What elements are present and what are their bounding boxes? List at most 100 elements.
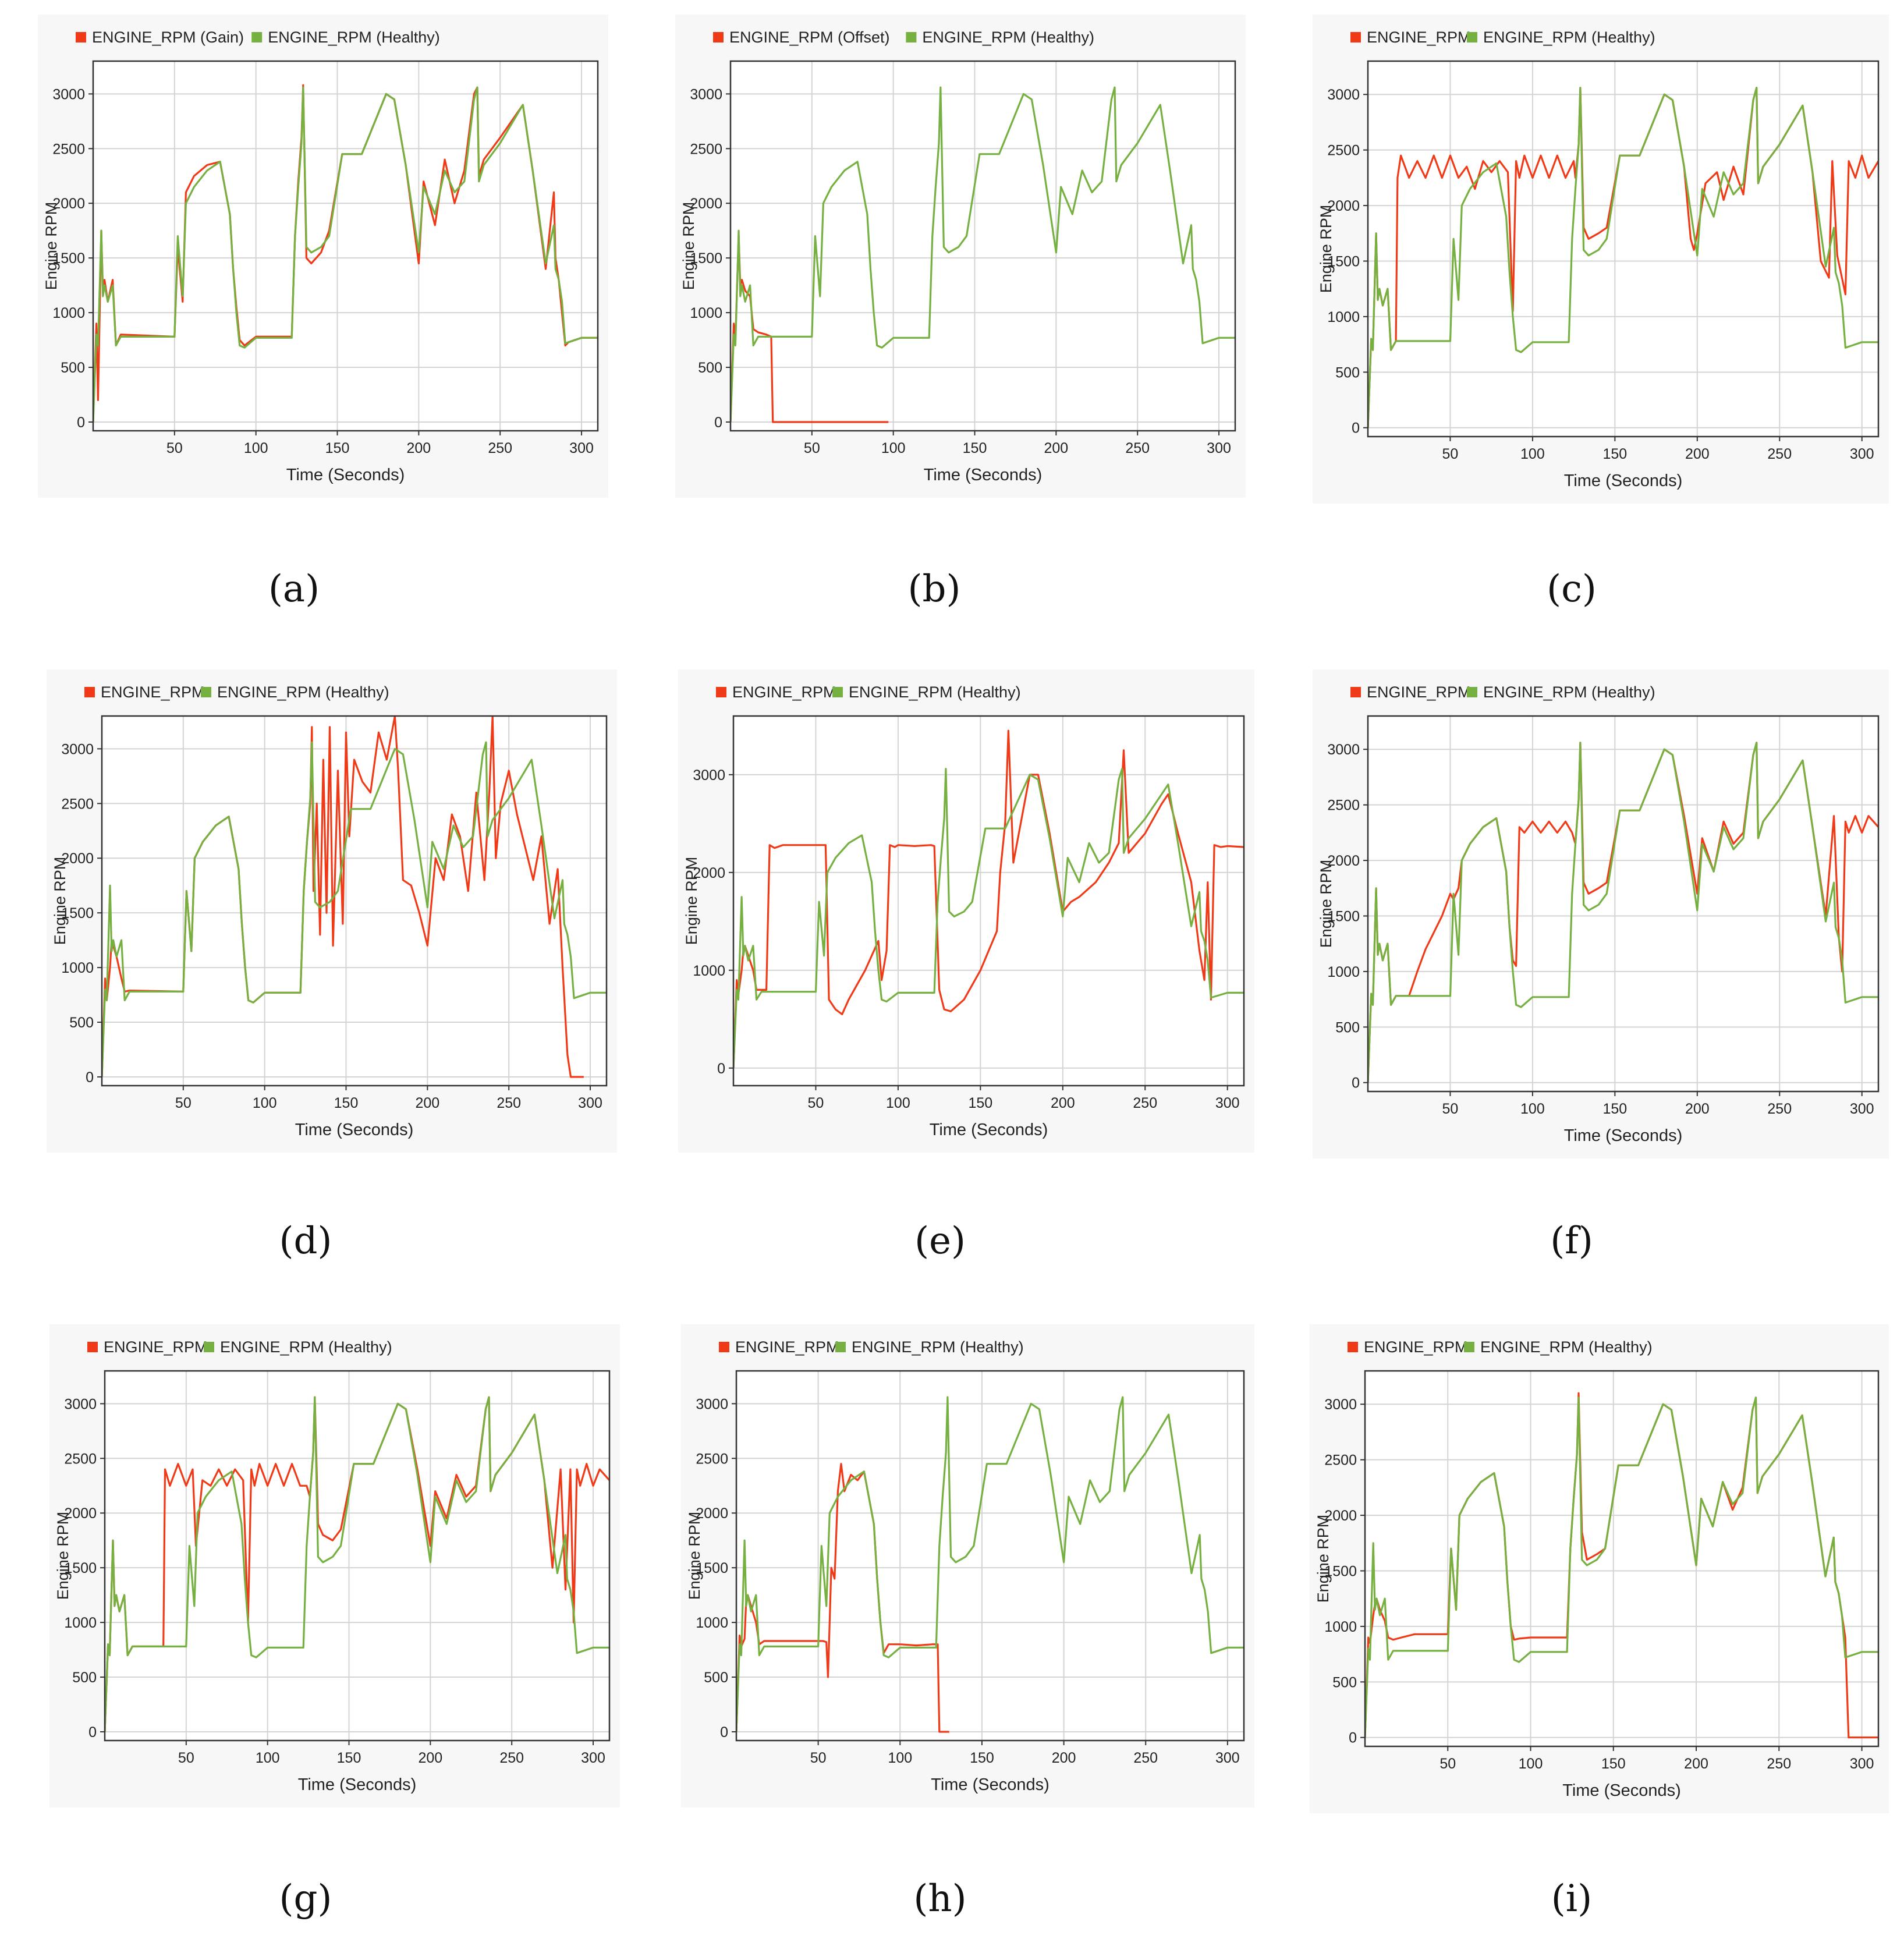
y-tick-label: 2500 — [1327, 143, 1360, 159]
y-tick-label: 1000 — [64, 1615, 97, 1631]
x-tick-label: 200 — [1685, 1101, 1710, 1117]
chart-svg: 50 100 150 200 250 30005001000150020002500300… — [1313, 15, 1889, 504]
panel-caption: (c) — [1547, 568, 1597, 611]
chart-svg: 50 100 150 200 250 30005001000150020002500300… — [681, 1324, 1254, 1807]
x-tick-label: 50 — [810, 1750, 827, 1766]
x-tick-label: 250 — [1767, 1756, 1791, 1772]
plot-area — [1368, 716, 1878, 1091]
x-tick-label: 150 — [968, 1095, 992, 1111]
y-tick-label: 1000 — [1327, 964, 1360, 980]
x-tick-label: 200 — [1052, 1750, 1076, 1766]
panel-caption: (d) — [279, 1220, 332, 1263]
x-tick-label: 150 — [970, 1750, 994, 1766]
y-tick-label: 3000 — [1324, 1397, 1357, 1413]
series-line-healthy — [731, 86, 1235, 423]
x-tick-label: 300 — [581, 1750, 605, 1766]
legend-label: ENGINE_RPM — [732, 683, 836, 701]
plot-area — [736, 1371, 1244, 1741]
y-tick-label: 500 — [1335, 364, 1360, 381]
chart-panel: 50 100 150 200 250 300 0 500 1000 1500 2000 2500 300… — [1313, 15, 1889, 504]
y-tick-label: 3000 — [693, 767, 725, 784]
x-tick-label: 200 — [1685, 446, 1710, 462]
y-tick-label: 2000 — [61, 850, 94, 867]
chart-svg: 50 100 150 200 250 3000100020003000ENGINE_RPM… — [678, 669, 1254, 1153]
x-tick-label: 50 — [1442, 446, 1459, 462]
x-tick-label: 150 — [1602, 1101, 1627, 1117]
series-line-healthy — [1368, 87, 1878, 428]
y-axis-label: Engine RPM — [686, 1512, 703, 1600]
x-tick-label: 200 — [418, 1750, 442, 1766]
x-tick-label: 50 — [166, 440, 183, 456]
series-line-healthy — [1368, 742, 1878, 1083]
plot-frame — [101, 715, 608, 1087]
y-tick-label: 1500 — [1324, 1563, 1357, 1579]
plot-frame — [735, 1370, 1245, 1742]
legend-swatch — [201, 687, 211, 697]
legend-swatch — [716, 687, 726, 697]
x-tick-label: 50 — [804, 440, 820, 456]
y-tick-label: 1000 — [690, 305, 722, 321]
x-tick-label: 200 — [1051, 1095, 1075, 1111]
chart-svg: 50 100 150 200 250 30005001000150020002500300… — [1310, 1324, 1889, 1813]
y-axis-label: Engine RPM — [42, 202, 60, 290]
y-tick-label: 0 — [717, 1061, 725, 1077]
x-tick-label: 100 — [1520, 446, 1545, 462]
chart-panel: 50 100 150 200 250 300 0 500 1000 1500 2000 2500 300… — [1313, 669, 1889, 1158]
y-tick-label: 2500 — [52, 141, 85, 157]
legend-label: ENGINE_RPM (Healthy) — [922, 29, 1094, 46]
x-axis-label: Time (Seconds) — [1564, 472, 1683, 490]
chart-panel: 50 100 150 200 250 300 0 500 1000 1500 2000 2500 300… — [675, 15, 1246, 498]
legend-swatch — [1350, 687, 1361, 697]
chart-panel: 50 100 150 200 250 300 0 500 1000 1500 2000 2500 300… — [49, 1324, 620, 1807]
legend-label: ENGINE_RPM — [735, 1338, 839, 1356]
series-line-healthy — [1365, 1397, 1878, 1738]
y-tick-label: 2000 — [693, 865, 725, 881]
y-tick-label: 1500 — [52, 250, 85, 267]
legend-label: ENGINE_RPM (Gain) — [92, 29, 244, 46]
y-tick-label: 2000 — [690, 196, 722, 212]
chart-svg: 50 100 150 200 250 30005001000150020002500300… — [675, 15, 1246, 498]
x-tick-label: 100 — [253, 1095, 277, 1111]
legend-label: ENGINE_RPM — [1367, 683, 1471, 701]
x-axis-label: Time (Seconds) — [924, 466, 1043, 484]
y-tick-label: 3000 — [1327, 742, 1360, 758]
x-tick-label: 100 — [881, 440, 906, 456]
series-line-healthy — [736, 1396, 1244, 1732]
y-tick-label: 2000 — [1327, 198, 1360, 214]
x-tick-label: 200 — [406, 440, 431, 456]
x-tick-label: 100 — [244, 440, 268, 456]
plot-frame — [92, 60, 599, 432]
x-tick-label: 50 — [1439, 1756, 1456, 1772]
x-axis-label: Time (Seconds) — [931, 1775, 1049, 1794]
x-tick-label: 200 — [1684, 1756, 1708, 1772]
plot-area — [731, 61, 1235, 431]
y-tick-label: 500 — [72, 1670, 97, 1686]
x-axis-label: Time (Seconds) — [286, 466, 405, 484]
legend-swatch — [1464, 1342, 1474, 1352]
legend-label: ENGINE_RPM — [1364, 1338, 1468, 1356]
plot-area — [93, 61, 598, 431]
x-tick-label: 250 — [1767, 1101, 1792, 1117]
y-tick-label: 1000 — [1327, 309, 1360, 325]
legend-swatch — [84, 687, 95, 697]
x-tick-label: 300 — [1850, 446, 1874, 462]
legend-swatch — [835, 1342, 846, 1352]
chart-panel: 50 100 150 200 250 300 0 500 1000 1500 2000 2500 300… — [38, 15, 608, 498]
x-tick-label: 250 — [1125, 440, 1150, 456]
x-tick-label: 150 — [963, 440, 987, 456]
plot-frame — [732, 715, 1245, 1087]
x-axis-label: Time (Seconds) — [295, 1121, 414, 1139]
y-tick-label: 3000 — [61, 741, 94, 757]
series-line-healthy — [733, 768, 1244, 1068]
panel-caption: (i) — [1551, 1877, 1593, 1920]
legend-swatch — [1467, 687, 1477, 697]
y-tick-label: 1000 — [52, 305, 85, 321]
y-tick-label: 1000 — [1324, 1619, 1357, 1635]
y-tick-label: 1000 — [696, 1615, 728, 1631]
legend-swatch — [1348, 1342, 1358, 1352]
legend-swatch — [832, 687, 843, 697]
legend-label: ENGINE_RPM (Healthy) — [1480, 1338, 1653, 1356]
y-axis-label: Engine RPM — [1314, 1515, 1332, 1603]
x-tick-label: 150 — [334, 1095, 359, 1111]
y-tick-label: 500 — [1332, 1674, 1357, 1690]
